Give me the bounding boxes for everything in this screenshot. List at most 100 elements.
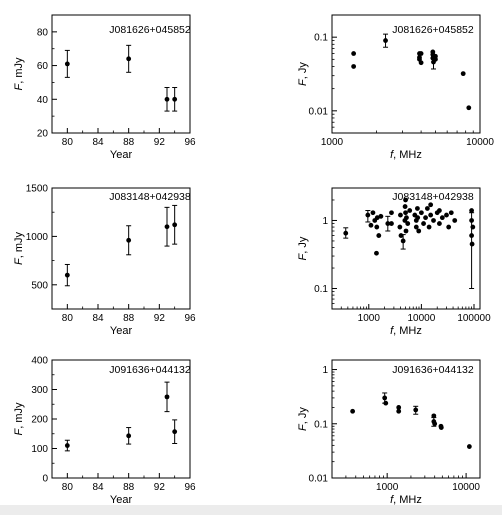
y-axis-label-variable: F <box>13 257 25 265</box>
data-point <box>382 395 388 401</box>
y-tick-label: 80 <box>37 27 49 38</box>
panel-1-spectrum: 1000 10000 0.01 0.1 f, MHz F, Jy J081626+04585… <box>297 14 494 161</box>
data-point <box>64 272 70 278</box>
x-tick-label: 88 <box>123 313 135 324</box>
data-point <box>469 241 475 247</box>
data-point <box>439 215 445 221</box>
data-point <box>432 421 438 427</box>
x-axis-label: f, MHz <box>390 325 422 337</box>
y-tick-label: 0.1 <box>314 284 328 295</box>
y-tick-label: 1500 <box>26 184 49 195</box>
y-tick-label: 300 <box>31 385 48 396</box>
x-tick-label: 92 <box>154 482 166 493</box>
panel-1-flux-vs-year: 80 84 88 92 96 20 40 60 80 Year F, mJy J081626+0458… <box>13 14 196 161</box>
panel-3-spectrum: 1000 10000 0.01 0.1 1 f, MHz F, Jy J091636+0441… <box>297 359 481 505</box>
source-name: J083148+042938 <box>109 191 191 203</box>
y-tick-label: 0.01 <box>309 106 329 117</box>
data-point <box>431 218 436 223</box>
source-name: J083148+042938 <box>392 191 474 203</box>
x-tick-label: 92 <box>154 313 166 324</box>
data-point <box>368 222 374 228</box>
x-tick-label: 10000 <box>407 313 435 324</box>
data-point <box>343 230 349 236</box>
bottom-strip <box>0 505 502 515</box>
data-point <box>374 250 379 256</box>
x-axis-label: Year <box>110 325 133 337</box>
y-tick-label: 60 <box>37 61 49 72</box>
y-axis-label-unit: , Jy <box>297 236 309 254</box>
data-point <box>376 233 382 238</box>
y-axis-label: F, Jy <box>297 407 309 431</box>
y-tick-label: 200 <box>31 415 48 426</box>
y-tick-label: 0.1 <box>314 33 328 44</box>
data-point <box>418 210 424 216</box>
data-point <box>351 51 357 56</box>
data-point <box>350 408 356 414</box>
x-tick-label: 88 <box>123 137 135 148</box>
data-point <box>396 405 402 410</box>
data-point <box>416 228 422 234</box>
data-point <box>466 444 472 449</box>
data-point <box>172 96 178 102</box>
data-point <box>407 208 413 213</box>
x-tick-label: 84 <box>92 137 104 148</box>
data-point <box>418 51 424 56</box>
data-point <box>437 221 442 226</box>
data-point <box>426 224 432 230</box>
data-point <box>452 218 458 223</box>
y-axis-label-variable: F <box>13 428 25 436</box>
data-point <box>383 38 388 43</box>
x-axis-label-unit: , MHz <box>393 325 422 337</box>
source-name: J081626+045852 <box>392 24 474 36</box>
data-point <box>403 228 409 234</box>
data-point <box>164 96 170 102</box>
y-axis-label-variable: F <box>297 252 309 260</box>
x-tick-label: 80 <box>62 482 74 493</box>
data-point <box>423 215 428 221</box>
data-point <box>389 221 394 226</box>
y-axis-label-unit: , mJy <box>13 231 25 258</box>
data-point <box>64 61 70 67</box>
data-point <box>405 221 411 226</box>
y-tick-label: 100 <box>31 444 48 455</box>
data-point <box>413 407 419 413</box>
data-point <box>404 215 409 221</box>
data-point <box>164 224 170 230</box>
x-tick-label: 10000 <box>466 137 494 148</box>
data-point <box>400 238 406 244</box>
x-axis-label-variable: f <box>390 149 394 161</box>
y-axis-label-variable: F <box>297 423 309 431</box>
x-axis-label: Year <box>110 149 133 161</box>
data-point <box>126 237 132 243</box>
panel-2-spectrum: 1000 10000 100000 0.1 1 f, MHz F, Jy J083148+04… <box>297 187 491 337</box>
data-point <box>64 443 70 448</box>
plot-frame <box>51 14 191 134</box>
y-tick-label: 1 <box>322 216 328 227</box>
x-tick-label: 1000 <box>376 482 399 493</box>
x-axis-label-variable: f <box>390 325 394 337</box>
x-tick-label: 84 <box>92 482 104 493</box>
data-point <box>402 204 408 209</box>
data-point <box>469 208 474 213</box>
data-point <box>460 71 466 77</box>
y-tick-label: 40 <box>37 95 49 106</box>
y-axis-label: F, mJy <box>13 402 25 436</box>
data-point <box>374 215 380 221</box>
x-tick-label: 1000 <box>321 137 344 148</box>
plot-frame <box>331 14 481 134</box>
x-tick-label: 88 <box>123 482 135 493</box>
panel-2-flux-vs-year: 80 84 88 92 96 500 1000 1500 Year F, mJy J083148+0… <box>13 184 196 338</box>
data-point <box>396 408 402 414</box>
data-point <box>431 413 437 419</box>
data-point <box>351 64 357 69</box>
y-axis-label-unit: , mJy <box>13 57 25 84</box>
data-point <box>126 56 132 62</box>
data-point <box>421 221 426 226</box>
plot-frame <box>331 359 481 479</box>
x-axis-label: f, MHz <box>390 494 422 505</box>
data-point <box>466 105 472 111</box>
plot-frame <box>51 187 191 310</box>
y-tick-label: 0.1 <box>314 419 328 430</box>
x-axis-label: f, MHz <box>390 149 422 161</box>
data-point <box>164 394 170 400</box>
